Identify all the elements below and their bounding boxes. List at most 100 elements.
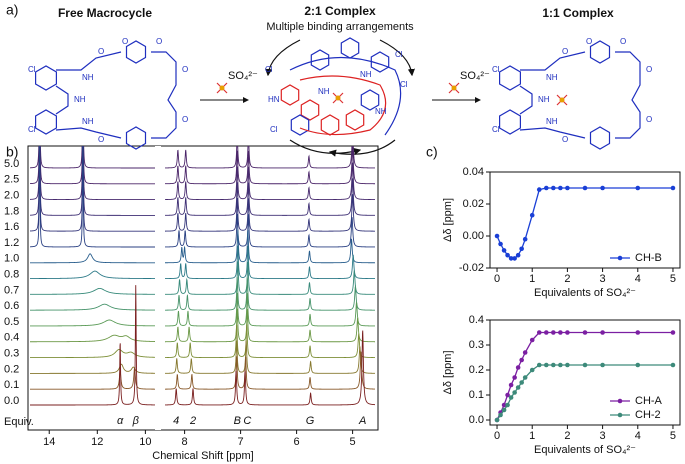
equiv-label: 0.5 [4, 316, 19, 328]
equiv-label: 0.6 [4, 300, 19, 312]
atom-label: O [562, 47, 568, 56]
x-tick-label: 8 [182, 436, 188, 448]
data-point [515, 365, 521, 370]
ring [280, 84, 300, 106]
spectrum [30, 368, 155, 390]
data-point [498, 241, 503, 247]
ring [290, 114, 310, 136]
data-point [505, 252, 510, 258]
y-tick-label: 0.2 [469, 364, 484, 376]
spectrum [165, 261, 375, 295]
spectrum [29, 146, 155, 185]
data-point [536, 330, 542, 335]
y-axis-title: Δδ [ppm] [442, 350, 454, 394]
equiv-label: 1.6 [4, 221, 19, 233]
data-point [519, 357, 524, 363]
x-tick-label: 14 [43, 436, 55, 448]
x-tick-label: 6 [294, 436, 300, 448]
macrocycle-chain [299, 75, 387, 136]
equiv-label: 0.0 [4, 395, 19, 407]
ring [125, 126, 147, 150]
ring [499, 65, 521, 91]
atom-label: NH [74, 95, 86, 104]
spectrum [164, 277, 375, 311]
atom-label: Cl [28, 65, 36, 74]
x-tick-label: 2 [564, 273, 570, 285]
equiv-label: 0.3 [4, 348, 19, 360]
data-point [551, 362, 556, 368]
nmr-frame [27, 145, 379, 431]
spectrum [30, 319, 155, 327]
data-point [515, 385, 521, 390]
equiv-label: 2.0 [4, 190, 19, 202]
atom-label: O [182, 115, 188, 124]
ring [589, 40, 611, 64]
panel-label: c) [426, 144, 438, 160]
ring [589, 126, 611, 150]
x-tick-label: 1 [529, 273, 535, 285]
spectrum [164, 146, 375, 185]
spectrum [29, 146, 155, 216]
y-tick-label: 0.4 [469, 314, 484, 326]
spectrum [164, 162, 375, 201]
spectrum [30, 363, 155, 374]
macrocycle-chain [519, 51, 641, 139]
spectrum [30, 253, 155, 264]
data-point [543, 330, 549, 335]
spectrum [165, 324, 375, 359]
spectrum [164, 340, 375, 374]
x-tick-label: 7 [238, 436, 244, 448]
data-point [501, 407, 507, 413]
spectrum [30, 270, 155, 279]
data-point [522, 236, 528, 242]
data-point [536, 362, 542, 368]
data-point [600, 330, 605, 335]
equiv-label: 0.4 [4, 332, 19, 344]
spectrum [164, 178, 375, 216]
spectrum [30, 287, 155, 295]
sulfate-atom [335, 95, 341, 101]
data-point [558, 185, 563, 191]
x-tick-label: 3 [600, 430, 606, 442]
atom-label: NH [82, 73, 94, 82]
data-point [501, 402, 507, 408]
plot-frame [489, 319, 681, 426]
equiv-label: 2.5 [4, 174, 19, 186]
equiv-label: 1.2 [4, 237, 19, 249]
peak-label: B [234, 415, 241, 427]
peak-label: 2 [189, 415, 196, 427]
atom-label: NH [82, 117, 94, 126]
data-point [508, 395, 514, 400]
data-point [670, 362, 676, 368]
data-point [512, 390, 517, 395]
sulfate-atom [219, 85, 225, 91]
ring [35, 65, 57, 91]
ring [300, 99, 320, 121]
x-tick-label: 2 [564, 430, 570, 442]
spectrum [29, 146, 155, 201]
data-point [582, 330, 588, 335]
atom-label: Cl [265, 65, 273, 74]
x-tick-label: 4 [635, 430, 641, 442]
x-tick-label: 5 [670, 273, 676, 285]
x-axis-title: Equivalents of SO₄²⁻ [534, 287, 636, 299]
spectrum [165, 330, 376, 406]
carbazole-core [55, 85, 69, 115]
spectrum [164, 146, 375, 169]
spectra [29, 146, 376, 406]
structure-title: 1:1 Complex [542, 6, 614, 20]
data-point [522, 350, 528, 355]
equiv-label: 0.8 [4, 269, 19, 281]
atom-label: Cl [28, 125, 36, 134]
atom-label: NH [546, 73, 558, 82]
x-tick-label: 1 [529, 430, 535, 442]
data-point [494, 233, 500, 239]
data-point [635, 330, 641, 335]
ring [320, 114, 340, 136]
ring [499, 109, 521, 135]
equiv-label: 0.7 [4, 284, 19, 296]
spectrum [165, 292, 375, 327]
data-point [494, 417, 500, 423]
data-point [522, 375, 528, 380]
data-point [536, 187, 542, 192]
